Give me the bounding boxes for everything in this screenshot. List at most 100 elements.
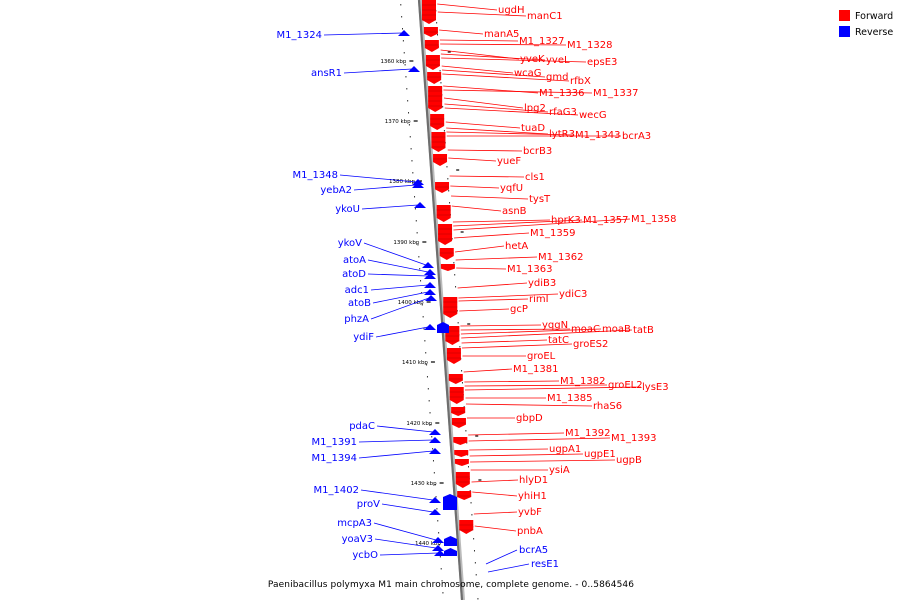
forward-gene-label-gcp[interactable]: gcP — [510, 304, 528, 315]
reverse-gene-label-m1-1394[interactable]: M1_1394 — [312, 453, 357, 464]
reverse-gene-block[interactable] — [444, 536, 457, 546]
forward-gene-label-yvbf[interactable]: yvbF — [518, 507, 542, 518]
forward-gene-arrow[interactable] — [459, 520, 474, 534]
forward-gene-arrow[interactable] — [422, 0, 436, 24]
reverse-gene-arrow[interactable] — [398, 30, 410, 36]
forward-gene-arrow[interactable] — [451, 407, 466, 416]
forward-gene-label-ugdh[interactable]: ugdH — [498, 5, 525, 16]
forward-gene-label-m1-1327[interactable]: M1_1327 — [519, 36, 564, 47]
reverse-gene-arrow[interactable] — [434, 550, 446, 556]
forward-gene-label-wecg[interactable]: wecG — [579, 110, 607, 121]
forward-gene-label-m1-1393[interactable]: M1_1393 — [611, 433, 656, 444]
reverse-gene-arrow[interactable] — [429, 497, 441, 503]
reverse-gene-label-rese1[interactable]: resE1 — [531, 559, 559, 570]
reverse-gene-arrow[interactable] — [429, 429, 441, 435]
reverse-gene-arrow[interactable] — [424, 269, 436, 275]
forward-gene-arrow[interactable] — [424, 40, 439, 52]
forward-gene-label-m1-1362[interactable]: M1_1362 — [538, 252, 583, 263]
reverse-gene-label-ydif[interactable]: ydiF — [353, 332, 374, 343]
forward-gene-label-tyst[interactable]: tysT — [529, 194, 551, 205]
forward-gene-label-lyse3[interactable]: lysE3 — [642, 382, 669, 393]
reverse-gene-arrow[interactable] — [429, 448, 441, 454]
forward-gene-label-hprk3[interactable]: hprK3 — [551, 215, 581, 226]
reverse-gene-arrow[interactable] — [424, 289, 436, 295]
forward-gene-arrow[interactable] — [440, 264, 455, 271]
reverse-gene-block[interactable] — [444, 548, 457, 556]
forward-gene-arrow[interactable] — [433, 154, 448, 166]
forward-gene-label-m1-1358[interactable]: M1_1358 — [631, 214, 676, 225]
forward-gene-label-heta[interactable]: hetA — [505, 241, 528, 252]
forward-gene-label-m1-1336[interactable]: M1_1336 — [539, 88, 584, 99]
reverse-gene-label-ykov[interactable]: ykoV — [338, 238, 362, 249]
reverse-gene-label-ycbo[interactable]: ycbO — [352, 550, 378, 561]
forward-gene-label-m1-1359[interactable]: M1_1359 — [530, 228, 575, 239]
reverse-gene-label-adc1[interactable]: adc1 — [345, 285, 369, 296]
forward-gene-label-ydic3[interactable]: ydiC3 — [559, 289, 587, 300]
forward-gene-label-m1-1343[interactable]: M1_1343 — [575, 130, 620, 141]
reverse-gene-arrow[interactable] — [422, 262, 434, 268]
reverse-gene-label-bcra5[interactable]: bcrA5 — [519, 545, 548, 556]
forward-gene-label-hlyd1[interactable]: hlyD1 — [519, 475, 548, 486]
reverse-gene-label-m1-1402[interactable]: M1_1402 — [314, 485, 359, 496]
forward-gene-arrow[interactable] — [428, 86, 443, 112]
reverse-gene-label-mcpa3[interactable]: mcpA3 — [337, 518, 372, 529]
reverse-gene-arrow[interactable] — [424, 273, 436, 279]
forward-gene-label-lpg2[interactable]: lpg2 — [524, 103, 546, 114]
forward-gene-label-yuef[interactable]: yueF — [497, 156, 521, 167]
reverse-gene-label-m1-1348[interactable]: M1_1348 — [293, 170, 338, 181]
forward-gene-label-ysia[interactable]: ysiA — [549, 465, 570, 476]
forward-gene-arrow[interactable] — [438, 224, 453, 245]
forward-gene-arrow[interactable] — [435, 182, 450, 193]
forward-gene-label-ugpe1[interactable]: ugpE1 — [584, 449, 616, 460]
forward-gene-label-rhas6[interactable]: rhaS6 — [593, 401, 622, 412]
forward-gene-label-ugpb[interactable]: ugpB — [616, 455, 642, 466]
reverse-gene-label-yeba2[interactable]: yebA2 — [320, 185, 352, 196]
forward-gene-label-wcag[interactable]: wcaG — [514, 68, 542, 79]
reverse-gene-label-pdac[interactable]: pdaC — [349, 421, 375, 432]
forward-gene-arrow[interactable] — [443, 297, 458, 318]
forward-gene-label-m1-1363[interactable]: M1_1363 — [507, 264, 552, 275]
reverse-gene-label-m1-1391[interactable]: M1_1391 — [312, 437, 357, 448]
forward-gene-label-cls1[interactable]: cls1 — [525, 172, 545, 183]
forward-gene-label-yqgn[interactable]: yqgN — [542, 320, 568, 331]
forward-gene-arrow[interactable] — [436, 205, 451, 222]
forward-gene-label-m1-1337[interactable]: M1_1337 — [593, 88, 638, 99]
forward-gene-label-lytr3[interactable]: lytR3 — [549, 129, 575, 140]
forward-gene-label-ugpa1[interactable]: ugpA1 — [549, 444, 581, 455]
reverse-gene-arrow[interactable] — [432, 537, 444, 543]
forward-gene-label-m1-1392[interactable]: M1_1392 — [565, 428, 610, 439]
reverse-gene-arrow[interactable] — [412, 182, 424, 188]
reverse-gene-block[interactable] — [437, 322, 449, 333]
forward-gene-label-gmd[interactable]: gmd — [546, 72, 568, 83]
reverse-gene-block[interactable] — [443, 494, 457, 510]
forward-gene-label-tatc[interactable]: tatC — [548, 335, 569, 346]
forward-gene-arrow[interactable] — [430, 114, 445, 130]
forward-gene-label-yvel[interactable]: yveL — [546, 55, 570, 66]
forward-gene-label-bcrb3[interactable]: bcrB3 — [523, 146, 552, 157]
forward-gene-label-groel2[interactable]: groEL2 — [608, 380, 643, 391]
forward-gene-label-manc1[interactable]: manC1 — [527, 11, 563, 22]
forward-gene-arrow[interactable] — [449, 387, 464, 404]
forward-gene-label-tatb[interactable]: tatB — [633, 325, 654, 336]
forward-gene-arrow[interactable] — [439, 248, 454, 260]
forward-gene-label-groes2[interactable]: groES2 — [573, 339, 608, 350]
reverse-gene-label-atod[interactable]: atoD — [342, 269, 366, 280]
forward-gene-arrow[interactable] — [446, 348, 461, 364]
forward-gene-arrow[interactable] — [457, 491, 472, 500]
forward-gene-label-gbpd[interactable]: gbpD — [516, 413, 543, 424]
forward-gene-label-asnb[interactable]: asnB — [502, 206, 527, 217]
forward-gene-label-m1-1357[interactable]: M1_1357 — [583, 215, 628, 226]
forward-gene-label-tuad[interactable]: tuaD — [521, 123, 545, 134]
reverse-gene-arrow[interactable] — [414, 202, 426, 208]
forward-gene-label-moab[interactable]: moaB — [602, 324, 631, 335]
forward-gene-arrow[interactable] — [427, 72, 442, 84]
forward-gene-label-mana5[interactable]: manA5 — [484, 29, 519, 40]
reverse-gene-arrow[interactable] — [424, 282, 436, 288]
reverse-gene-arrow[interactable] — [408, 66, 420, 72]
reverse-gene-label-phza[interactable]: phzA — [344, 314, 369, 325]
forward-gene-label-epse3[interactable]: epsE3 — [587, 57, 617, 68]
forward-gene-arrow[interactable] — [454, 459, 469, 466]
forward-gene-arrow[interactable] — [425, 55, 440, 70]
forward-gene-label-m1-1381[interactable]: M1_1381 — [513, 364, 558, 375]
reverse-gene-arrow[interactable] — [429, 437, 441, 443]
